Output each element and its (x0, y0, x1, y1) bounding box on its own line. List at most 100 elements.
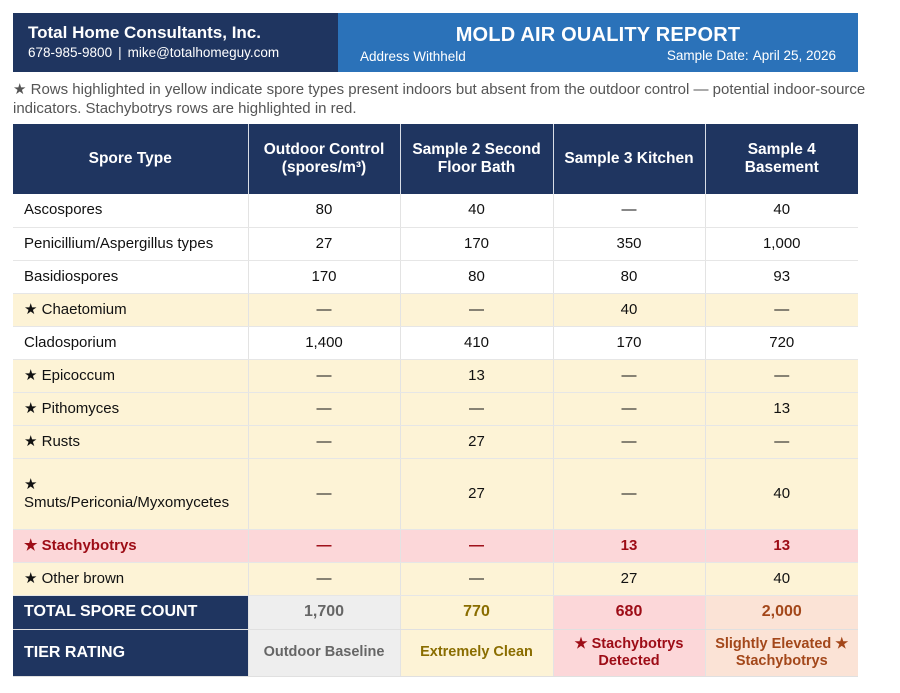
cell-value: — (248, 359, 401, 393)
table-row-highlighted: ★ Other brown — — 27 40 (13, 562, 858, 596)
spore-name: Cladosporium (13, 326, 249, 360)
spore-name: ★ Chaetomium (13, 293, 249, 327)
cell-value: — (248, 529, 401, 563)
address: Address Withheld (360, 49, 466, 64)
spore-name: ★ Smuts/Periconia/Myxomycetes (13, 458, 249, 530)
tier-label: TIER RATING (13, 629, 249, 677)
total-label: TOTAL SPORE COUNT (13, 595, 249, 630)
cell-value: — (248, 562, 401, 596)
cell-value: 40 (705, 562, 858, 596)
cell-value: 93 (705, 260, 858, 294)
tier-value: Extremely Clean (400, 629, 554, 677)
table-row: Cladosporium 1,400 410 170 720 (13, 326, 858, 360)
cell-value: 1,400 (248, 326, 401, 360)
cell-value: — (400, 529, 554, 563)
company-block: Total Home Consultants, Inc. 678-985-980… (13, 13, 338, 72)
sample-date-value: April 25, 2026 (752, 48, 836, 63)
total-value: 2,000 (705, 595, 858, 630)
cell-value: 40 (400, 194, 554, 228)
company-name: Total Home Consultants, Inc. (28, 23, 261, 42)
table-row-stachybotrys: ★ Stachybotrys — — 13 13 (13, 529, 858, 563)
column-header: Sample 2 Second Floor Bath (400, 124, 554, 194)
column-header: Sample 3 Kitchen (553, 124, 706, 194)
spore-table: Spore Type Outdoor Control (spores/m³) S… (13, 124, 858, 677)
cell-value: 80 (248, 194, 401, 228)
table-row: Ascospores 80 40 — 40 (13, 194, 858, 228)
cell-value: 13 (705, 529, 858, 563)
cell-value: 170 (248, 260, 401, 294)
spore-name: Basidiospores (13, 260, 249, 294)
table-header-row: Spore Type Outdoor Control (spores/m³) S… (13, 124, 858, 194)
cell-value: 13 (705, 392, 858, 426)
report-title-block: MOLD AIR OUALITY REPORT Address Withheld… (338, 13, 858, 72)
cell-value: — (553, 425, 706, 459)
cell-value: 720 (705, 326, 858, 360)
spore-name: ★ Epicoccum (13, 359, 249, 393)
table-row-highlighted: ★ Smuts/Periconia/Myxomycetes — 27 — 40 (13, 458, 858, 530)
column-header: Outdoor Control (spores/m³) (248, 124, 401, 194)
table-row-highlighted: ★ Chaetomium — — 40 — (13, 293, 858, 327)
tier-value: Outdoor Baseline (248, 629, 401, 677)
cell-value: — (553, 359, 706, 393)
total-value: 1,700 (248, 595, 401, 630)
cell-value: — (248, 458, 401, 530)
cell-value: 80 (400, 260, 554, 294)
cell-value: — (705, 293, 858, 327)
total-value: 770 (400, 595, 554, 630)
cell-value: — (553, 458, 706, 530)
cell-value: 40 (553, 293, 706, 327)
table-row: Basidiospores 170 80 80 93 (13, 260, 858, 294)
column-header: Spore Type (13, 124, 249, 194)
total-value: 680 (553, 595, 706, 630)
cell-value: 1,000 (705, 227, 858, 261)
column-header: Sample 4 Basement (705, 124, 858, 194)
spore-name: ★ Pithomyces (13, 392, 249, 426)
spore-name: ★ Stachybotrys (13, 529, 249, 563)
cell-value: 410 (400, 326, 554, 360)
cell-value: 80 (553, 260, 706, 294)
sample-date-label: Sample Date: (666, 48, 749, 63)
cell-value: — (400, 392, 554, 426)
cell-value: 27 (400, 425, 554, 459)
table-row-highlighted: ★ Epicoccum — 13 — — (13, 359, 858, 393)
cell-value: 27 (400, 458, 554, 530)
report-title-text: MOLD AIR OUALITY REPORT (455, 24, 741, 46)
cell-value: 170 (400, 227, 554, 261)
table-row-highlighted: ★ Pithomyces — — — 13 (13, 392, 858, 426)
spore-name: Penicillium/Aspergillus types (13, 227, 249, 261)
cell-value: — (553, 194, 706, 228)
contact-separator: | (118, 45, 122, 60)
phone-number: 678-985-9800 (28, 45, 113, 60)
total-row: TOTAL SPORE COUNT 1,700 770 680 2,000 (13, 595, 858, 630)
report-header: Total Home Consultants, Inc. 678-985-980… (13, 13, 858, 72)
cell-value: 40 (705, 194, 858, 228)
cell-value: — (248, 293, 401, 327)
cell-value: — (705, 359, 858, 393)
tier-value: ★ Stachybotrys Detected (553, 629, 706, 677)
cell-value: 40 (705, 458, 858, 530)
contact-line: 678-985-9800 | mike@totalhomeguy.com (28, 45, 338, 60)
table-row: Penicillium/Aspergillus types 27 170 350… (13, 227, 858, 261)
cell-value: 170 (553, 326, 706, 360)
cell-value: — (400, 562, 554, 596)
cell-value: 350 (553, 227, 706, 261)
sample-date: Sample Date: April 25, 2026 (663, 48, 836, 63)
cell-value: — (248, 392, 401, 426)
cell-value: — (400, 293, 554, 327)
cell-value: 27 (553, 562, 706, 596)
cell-value: — (248, 425, 401, 459)
cell-value: 13 (553, 529, 706, 563)
cell-value: — (705, 425, 858, 459)
legend-note: ★ Rows highlighted in yellow indicate sp… (13, 81, 866, 117)
spore-name: ★ Other brown (13, 562, 249, 596)
spore-name: Ascospores (13, 194, 249, 228)
cell-value: — (553, 392, 706, 426)
report-title: MOLD AIR OUALITY REPORT (338, 24, 858, 47)
email-address: mike@totalhomeguy.com (127, 45, 280, 60)
tier-row: TIER RATING Outdoor Baseline Extremely C… (13, 629, 858, 677)
table-row-highlighted: ★ Rusts — 27 — — (13, 425, 858, 459)
tier-value: Slightly Elevated ★ Stachybotrys (705, 629, 858, 677)
spore-name: ★ Rusts (13, 425, 249, 459)
cell-value: 27 (248, 227, 401, 261)
cell-value: 13 (400, 359, 554, 393)
